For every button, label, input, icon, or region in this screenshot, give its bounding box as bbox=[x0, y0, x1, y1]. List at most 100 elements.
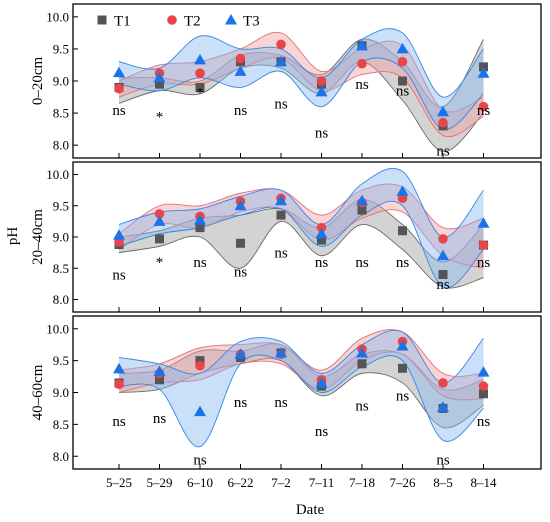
marker-t3-p1-8 bbox=[437, 105, 449, 117]
legend-marker-t3 bbox=[225, 14, 237, 25]
marker-t3-p3-8 bbox=[437, 401, 449, 412]
y-tick-label-p1-1: 8.5 bbox=[53, 106, 69, 121]
band-lower-t2-p1 bbox=[118, 57, 484, 138]
significance-label-p2-8: ns bbox=[436, 277, 450, 293]
marker-t2-p3-9 bbox=[478, 381, 489, 391]
band-t2-p1 bbox=[119, 32, 484, 137]
significance-label-p3-0: ns bbox=[112, 414, 126, 430]
significance-label-p2-6: ns bbox=[355, 255, 369, 271]
band-upper-t3-p1 bbox=[118, 28, 484, 98]
band-t1-p2 bbox=[119, 199, 484, 289]
band-t1-p1 bbox=[119, 39, 484, 152]
significance-label-p1-3: ns bbox=[234, 103, 248, 119]
significance-label-p1-9: ns bbox=[477, 103, 491, 119]
significance-label-p2-3: ns bbox=[234, 264, 248, 280]
marker-t3-p1-7 bbox=[396, 42, 409, 54]
panel-3-plot-area bbox=[113, 329, 490, 448]
marker-t3-p3-9 bbox=[477, 366, 490, 377]
significance-label-p1-4: ns bbox=[274, 96, 288, 112]
marker-t2-p1-8 bbox=[438, 117, 448, 128]
x-axis-title: Date bbox=[296, 502, 325, 518]
y-tick-label-p3-1: 8.5 bbox=[53, 417, 69, 432]
significance-label-p3-6: ns bbox=[355, 398, 369, 414]
x-tick-label-3: 6–22 bbox=[228, 475, 254, 490]
marker-t3-p2-2 bbox=[194, 214, 206, 225]
significance-label-p3-9: ns bbox=[477, 414, 491, 430]
y-tick-label-p2-3: 9.5 bbox=[53, 198, 69, 213]
significance-label-p3-4: ns bbox=[274, 395, 288, 411]
marker-t1-p2-2 bbox=[195, 223, 205, 233]
x-axis: 5–25 5–29 6–10 6–22 7–2 7–11 7–18 7–26 8–5 8–14 bbox=[106, 475, 497, 490]
significance-label-p2-7: ns bbox=[396, 255, 410, 271]
band-lower-t1-p2 bbox=[118, 220, 484, 289]
band-upper-t3-p2 bbox=[118, 167, 484, 238]
significance-label-p2-0: ns bbox=[112, 268, 126, 284]
legend-marker-t2 bbox=[167, 15, 177, 25]
band-upper-t1-p1 bbox=[118, 38, 484, 108]
y-axis-title: pH bbox=[5, 227, 21, 246]
marker-t1-p2-6 bbox=[357, 205, 367, 215]
marker-t2-p2-9 bbox=[478, 240, 489, 250]
marker-t1-p3-7 bbox=[398, 363, 407, 373]
marker-t1-p3-2 bbox=[195, 356, 205, 366]
x-tick-label-9: 8–14 bbox=[471, 475, 498, 490]
marker-t1-p2-3 bbox=[236, 238, 245, 248]
significance-label-p2-1: * bbox=[156, 255, 164, 271]
marker-t3-p3-5 bbox=[315, 376, 328, 388]
marker-t2-p1-7 bbox=[397, 56, 408, 67]
significance-label-p3-3: ns bbox=[234, 395, 248, 411]
x-tick-label-7: 7–26 bbox=[390, 475, 417, 490]
panel-label-3: 40–60cm bbox=[30, 364, 46, 420]
significance-label-p1-2: * bbox=[196, 86, 204, 102]
y-tick-label-p1-0: 8.0 bbox=[53, 138, 69, 153]
marker-t3-p2-5 bbox=[315, 227, 328, 239]
significance-label-p3-7: ns bbox=[396, 389, 410, 405]
marker-t3-p3-1 bbox=[153, 365, 166, 376]
significance-label-p2-4: ns bbox=[274, 246, 288, 262]
band-lower-t1-p1 bbox=[118, 61, 484, 153]
marker-t3-p1-4 bbox=[275, 55, 287, 67]
legend: T1 T2 T3 bbox=[97, 14, 260, 30]
band-upper-t1-p3 bbox=[118, 343, 484, 391]
marker-t1-p3-9 bbox=[479, 389, 488, 399]
marker-t3-p1-5 bbox=[315, 85, 328, 97]
y-tick-label-p2-1: 8.5 bbox=[53, 261, 69, 276]
marker-t3-p3-0 bbox=[113, 362, 125, 374]
significance-label-p3-1: ns bbox=[153, 411, 167, 427]
band-lower-t3-p2 bbox=[118, 200, 484, 289]
panel-1-plot-area bbox=[113, 28, 490, 153]
panel-2-plot-area bbox=[113, 167, 490, 289]
significance-label-p3-8: ns bbox=[436, 452, 450, 468]
x-tick-label-1: 5–29 bbox=[147, 475, 173, 490]
marker-t1-p3-1 bbox=[155, 375, 164, 385]
panel-label-2: 20–40cm bbox=[30, 209, 46, 265]
y-tick-label-p3-3: 9.5 bbox=[53, 353, 69, 368]
x-tick-label-4: 7–2 bbox=[271, 475, 291, 490]
marker-t1-p2-8 bbox=[438, 270, 448, 279]
x-tick-label-8: 8–5 bbox=[433, 475, 453, 490]
marker-t2-p1-3 bbox=[235, 53, 246, 64]
band-t3-p3 bbox=[119, 330, 484, 447]
marker-t3-p1-9 bbox=[477, 67, 490, 78]
band-t1-p3 bbox=[119, 343, 484, 428]
marker-t1-p3-6 bbox=[357, 359, 367, 369]
band-upper-t2-p1 bbox=[118, 31, 484, 113]
significance-label-p3-2: ns bbox=[193, 452, 207, 468]
marker-t3-p2-7 bbox=[396, 185, 409, 196]
marker-t3-p2-6 bbox=[356, 194, 368, 206]
x-tick-label-6: 7–18 bbox=[349, 475, 375, 490]
marker-t2-p1-4 bbox=[276, 39, 286, 50]
marker-t2-p1-9 bbox=[478, 101, 489, 112]
marker-t3-p2-4 bbox=[275, 194, 287, 206]
band-t3-p1 bbox=[119, 28, 484, 130]
marker-t3-p2-1 bbox=[153, 215, 166, 226]
marker-t1-p1-2 bbox=[195, 82, 205, 92]
marker-t2-p2-5 bbox=[316, 222, 327, 233]
marker-t2-p1-5 bbox=[316, 76, 327, 86]
significance-label-p1-6: ns bbox=[355, 77, 369, 93]
marker-t1-p2-1 bbox=[155, 234, 164, 244]
marker-t1-p1-7 bbox=[398, 76, 407, 86]
marker-t2-p2-8 bbox=[438, 234, 448, 244]
marker-t1-p1-9 bbox=[479, 62, 488, 72]
significance-label-p1-7: ns bbox=[396, 84, 410, 100]
